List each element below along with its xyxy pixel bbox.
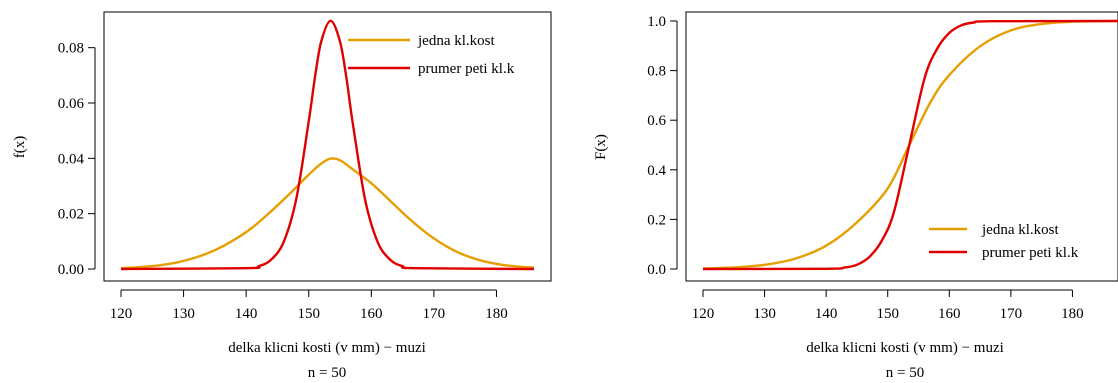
x-tick-label: 120 <box>692 306 715 322</box>
x-tick-label: 150 <box>876 306 899 322</box>
x-axis-title: delka klicni kosti (v mm) − muzi <box>806 340 1004 356</box>
legend-label: prumer peti kl.k <box>418 61 515 77</box>
y-tick-label: 0.00 <box>58 262 84 278</box>
y-tick-label: 0.6 <box>647 113 666 129</box>
x-tick-label: 160 <box>938 306 961 322</box>
x-axis-subtitle: n = 50 <box>886 365 924 381</box>
y-tick-label: 0.0 <box>647 262 666 278</box>
y-tick-label: 1.0 <box>647 14 666 30</box>
x-tick-label: 170 <box>1000 306 1023 322</box>
y-tick-label: 0.08 <box>58 41 84 57</box>
x-tick-label: 120 <box>110 306 133 322</box>
chart-panel-2: 120 130 140 150 160 170 180 0.0 0.2 0.4 0.6 0.8 1.0 d… <box>593 11 1118 381</box>
y-axis-title: f(x) <box>12 136 28 159</box>
legend-label: jedna kl.kost <box>417 33 495 49</box>
y-tick-label: 0.8 <box>647 64 666 80</box>
series-line-2 <box>120 19 535 271</box>
legend: jedna kl.kost prumer peti kl.k <box>929 222 1079 261</box>
x-tick-label: 140 <box>815 306 838 322</box>
x-axis-title: delka klicni kosti (v mm) − muzi <box>228 340 426 356</box>
y-tick-label: 0.2 <box>647 212 666 228</box>
y-tick-label: 0.4 <box>647 163 666 179</box>
legend: jedna kl.kost prumer peti kl.k <box>348 33 515 77</box>
series-line-1 <box>120 157 535 270</box>
x-tick-label: 150 <box>297 306 320 322</box>
series-line-2 <box>702 19 1118 271</box>
y-tick-label: 0.02 <box>58 207 84 223</box>
plot-frame <box>685 11 1118 282</box>
series-line-1 <box>702 19 1118 270</box>
y-tick-label: 0.04 <box>58 151 85 167</box>
x-tick-label: 160 <box>360 306 383 322</box>
series-group <box>120 19 535 271</box>
x-tick-label: 130 <box>172 306 195 322</box>
chart-panel-1: 120 130 140 150 160 170 180 0.00 0.02 0.04 0.06 0.0… <box>12 11 552 381</box>
x-tick-label: 140 <box>235 306 258 322</box>
x-tick-label: 170 <box>423 306 446 322</box>
series-group <box>702 19 1118 271</box>
legend-label: jedna kl.kost <box>981 222 1059 238</box>
x-tick-label: 180 <box>1061 306 1084 322</box>
x-tick-label: 130 <box>753 306 776 322</box>
plot-frame <box>103 11 552 282</box>
y-tick-label: 0.06 <box>58 96 85 112</box>
x-tick-label: 180 <box>485 306 508 322</box>
legend-label: prumer peti kl.k <box>982 245 1079 261</box>
x-axis-subtitle: n = 50 <box>308 365 346 381</box>
y-axis-title: F(x) <box>593 134 609 160</box>
